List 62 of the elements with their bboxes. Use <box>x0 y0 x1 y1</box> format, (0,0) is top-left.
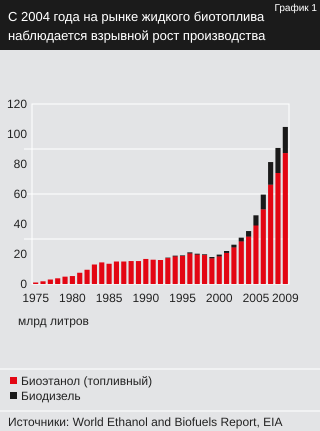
y-tick-label: 80 <box>14 157 28 171</box>
bar <box>158 260 164 284</box>
bar <box>187 253 192 284</box>
bar <box>275 173 281 284</box>
bar <box>260 194 266 210</box>
bar <box>136 261 142 284</box>
y-tick-label: 120 <box>6 97 28 111</box>
bar <box>172 256 178 284</box>
x-tick-label: 1985 <box>96 291 123 305</box>
bar <box>253 226 259 284</box>
bar <box>114 262 120 284</box>
bar <box>143 258 148 284</box>
bar <box>216 256 222 284</box>
bar <box>55 278 60 284</box>
bar <box>194 254 200 284</box>
bar <box>238 241 244 284</box>
x-tick-label: 1990 <box>132 291 160 305</box>
x-tick-label: 2000 <box>206 291 233 305</box>
bar <box>106 264 112 284</box>
bar <box>246 236 252 284</box>
text: График 1 <box>274 3 318 14</box>
bar <box>77 272 82 284</box>
bar <box>246 231 252 237</box>
bar <box>62 276 68 284</box>
bar <box>128 261 134 284</box>
bar <box>209 258 214 284</box>
bar <box>275 148 281 173</box>
bar <box>231 247 236 284</box>
bar <box>165 258 170 284</box>
bar <box>268 162 274 185</box>
y-tick-label: 100 <box>6 127 28 141</box>
chart-title: С 2004 года на рынке жидкого биотоплива наблюдается взрывной рост производства <box>8 9 266 43</box>
bar <box>70 276 75 284</box>
legend-label: Биодизель <box>21 389 81 403</box>
y-tick-label: 0 <box>20 277 28 291</box>
y-tick-label: 40 <box>14 217 28 231</box>
bar <box>180 256 186 284</box>
x-tick-label: 2009 <box>272 291 299 305</box>
bar <box>84 270 90 284</box>
bar <box>282 126 288 154</box>
bar <box>260 209 266 284</box>
y-tick-label: 20 <box>14 247 28 261</box>
x-tick-label: 1975 <box>22 291 50 305</box>
x-tick-label: 2005 <box>242 291 270 305</box>
bar <box>121 262 126 284</box>
bar <box>238 238 244 242</box>
x-tick-label: 1980 <box>59 291 86 305</box>
bar <box>231 244 236 248</box>
x-tick-label: 1995 <box>169 291 196 305</box>
bar <box>224 252 230 284</box>
bar <box>92 264 97 284</box>
bar <box>268 184 274 284</box>
y-tick-label: 60 <box>14 187 28 201</box>
bar <box>48 280 53 284</box>
bar <box>202 255 208 284</box>
bar <box>99 262 104 284</box>
bar <box>150 260 156 284</box>
legend-label: Биоэтанол (топливный) <box>21 374 152 388</box>
text: млрд литров <box>18 314 89 328</box>
bar <box>253 215 259 226</box>
text: Источники: World Ethanol and Biofuels Report, EIA <box>8 415 282 429</box>
bar <box>282 153 288 284</box>
